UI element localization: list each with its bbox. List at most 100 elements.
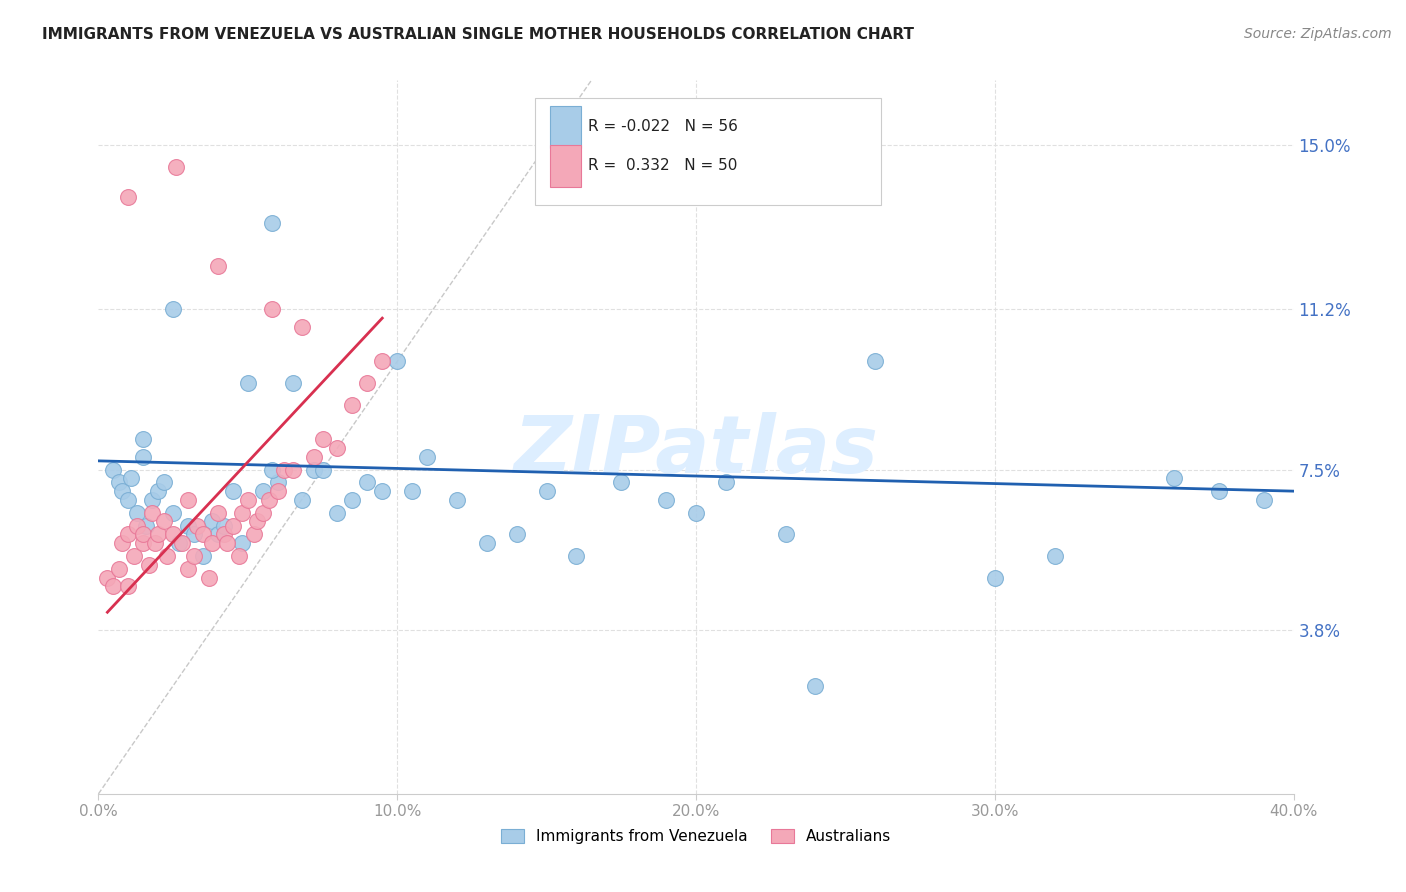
Point: [132, 432, 155, 446]
Point: [201, 515, 224, 529]
Point: [565, 549, 588, 563]
Point: [252, 506, 274, 520]
FancyBboxPatch shape: [534, 98, 882, 205]
Point: [231, 536, 253, 550]
Text: ZIPatlas: ZIPatlas: [513, 412, 879, 491]
Point: [183, 527, 205, 541]
Point: [311, 462, 333, 476]
Point: [111, 484, 134, 499]
Point: [342, 492, 364, 507]
Point: [177, 518, 200, 533]
Point: [371, 354, 394, 368]
Point: [120, 471, 142, 485]
Point: [201, 536, 224, 550]
Point: [183, 549, 205, 563]
Point: [162, 527, 184, 541]
Point: [156, 549, 179, 563]
FancyBboxPatch shape: [550, 105, 581, 148]
Point: [804, 679, 827, 693]
Point: [1253, 492, 1275, 507]
Point: [714, 475, 737, 490]
Point: [124, 549, 146, 563]
Point: [177, 562, 200, 576]
Point: [215, 536, 238, 550]
Point: [610, 475, 633, 490]
Point: [356, 376, 378, 390]
Point: [342, 398, 364, 412]
Point: [117, 190, 139, 204]
Point: [143, 536, 166, 550]
Point: [117, 492, 139, 507]
Point: [111, 536, 134, 550]
Point: [506, 527, 529, 541]
Point: [132, 450, 155, 464]
Point: [446, 492, 468, 507]
Point: [198, 571, 221, 585]
Point: [138, 558, 160, 572]
Point: [117, 527, 139, 541]
Point: [1208, 484, 1230, 499]
Point: [108, 562, 131, 576]
Point: [302, 450, 325, 464]
Point: [475, 536, 498, 550]
Point: [165, 160, 187, 174]
Point: [260, 462, 283, 476]
Point: [127, 518, 149, 533]
Point: [117, 579, 139, 593]
Point: [260, 216, 283, 230]
Point: [153, 515, 176, 529]
Point: [281, 376, 304, 390]
Point: [281, 462, 304, 476]
Point: [222, 484, 245, 499]
Point: [141, 492, 163, 507]
Point: [775, 527, 797, 541]
Point: [536, 484, 558, 499]
Point: [207, 506, 229, 520]
Point: [356, 475, 378, 490]
Point: [685, 506, 707, 520]
Point: [207, 527, 229, 541]
Point: [1043, 549, 1066, 563]
Point: [153, 475, 176, 490]
Point: [246, 515, 269, 529]
Point: [401, 484, 423, 499]
Point: [257, 492, 280, 507]
Point: [172, 536, 194, 550]
Point: [326, 441, 349, 455]
Point: [103, 462, 125, 476]
Point: [132, 527, 155, 541]
Point: [222, 518, 245, 533]
Point: [167, 536, 190, 550]
Point: [212, 518, 235, 533]
Point: [260, 302, 283, 317]
Point: [141, 506, 163, 520]
Point: [103, 579, 125, 593]
Point: [96, 571, 118, 585]
Point: [1163, 471, 1185, 485]
Point: [291, 319, 314, 334]
Point: [655, 492, 678, 507]
Point: [186, 518, 208, 533]
Point: [311, 432, 333, 446]
Point: [243, 527, 266, 541]
Point: [212, 527, 235, 541]
Point: [135, 518, 157, 533]
Point: [231, 506, 253, 520]
Point: [228, 549, 250, 563]
Point: [273, 462, 295, 476]
Point: [162, 302, 184, 317]
Point: [984, 571, 1007, 585]
Point: [326, 506, 349, 520]
Point: [177, 492, 200, 507]
Point: [865, 354, 887, 368]
Point: [302, 462, 325, 476]
Point: [162, 506, 184, 520]
Text: R =  0.332   N = 50: R = 0.332 N = 50: [589, 159, 738, 173]
Point: [148, 527, 170, 541]
Point: [252, 484, 274, 499]
Point: [132, 536, 155, 550]
Point: [291, 492, 314, 507]
Legend: Immigrants from Venezuela, Australians: Immigrants from Venezuela, Australians: [495, 823, 897, 850]
Point: [191, 527, 214, 541]
Point: [236, 492, 259, 507]
